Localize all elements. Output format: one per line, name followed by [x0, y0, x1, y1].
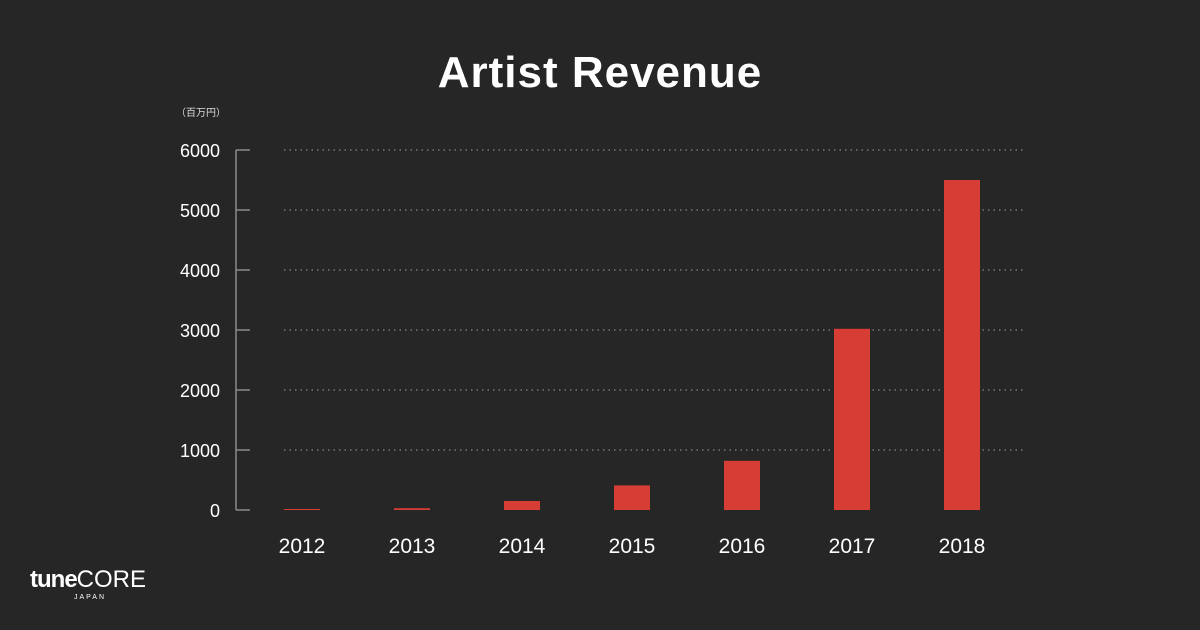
bar-2013 [394, 508, 430, 510]
y-tick-labels: 0 1000 2000 3000 4000 5000 6000 [180, 141, 250, 521]
x-tick-label: 2016 [719, 535, 766, 558]
bar-2014 [504, 501, 540, 510]
x-tick-label: 2017 [829, 535, 876, 558]
bars [284, 180, 980, 510]
x-tick-label: 2013 [389, 535, 436, 558]
logo-subtext: JAPAN [73, 594, 107, 601]
x-tick-label: 2018 [939, 535, 986, 558]
bar-2017 [834, 328, 870, 510]
bar-2018 [944, 180, 980, 510]
logo-word-tune: tune [30, 566, 78, 593]
y-tick-label: 5000 [180, 201, 220, 221]
x-tick-label: 2014 [499, 535, 546, 558]
bar-2016 [724, 460, 760, 510]
y-tick-label: 3000 [180, 321, 220, 341]
x-tick-label: 2015 [609, 535, 656, 558]
y-tick-label: 0 [210, 501, 220, 521]
x-tick-label: 2012 [279, 535, 326, 558]
y-tick-label: 4000 [180, 261, 220, 281]
bar-2015 [614, 485, 650, 510]
logo-word-core: CORE [76, 566, 147, 593]
y-tick-label: 1000 [180, 441, 220, 461]
bar-2012 [284, 509, 320, 510]
logo-wordmark: tuneCORE [30, 566, 146, 593]
grid-lines [284, 149, 1024, 451]
y-axis-unit-label: （百万円） [176, 108, 226, 119]
chart-title: Artist Revenue [437, 48, 763, 97]
tunecore-japan-logo: tuneCORE JAPAN [30, 566, 146, 602]
y-tick-label: 2000 [180, 381, 220, 401]
y-tick-label: 6000 [180, 141, 220, 161]
x-tick-labels: 2012 2013 2014 2015 2016 2017 2018 [279, 535, 986, 558]
